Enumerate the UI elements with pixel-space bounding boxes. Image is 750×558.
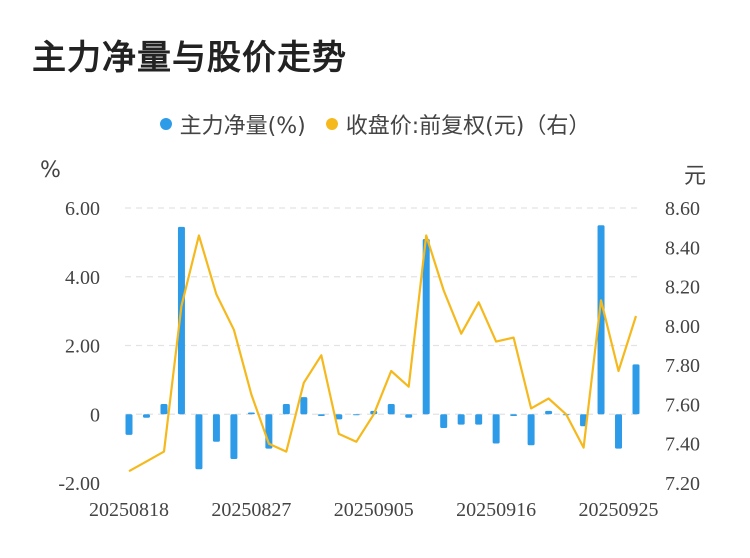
bar (300, 397, 308, 415)
right-tick-label: 7.80 (665, 355, 700, 377)
bar (632, 364, 640, 415)
bar (422, 238, 430, 415)
bar (177, 226, 185, 415)
x-tick-label: 20250925 (579, 499, 659, 521)
legend-dot-price (325, 118, 338, 130)
bar (230, 414, 238, 459)
bar (125, 414, 133, 435)
bar (527, 414, 535, 446)
right-tick-label: 8.00 (665, 316, 700, 338)
bar (492, 414, 500, 444)
grid-lines (125, 207, 640, 415)
legend-label-net-flow: 主力净量(%) (179, 114, 306, 139)
legend-dot-net-flow (159, 118, 172, 130)
bar (457, 414, 465, 425)
bar (282, 403, 290, 415)
bar (352, 414, 360, 416)
bar (545, 410, 553, 415)
bar (212, 414, 220, 442)
x-tick-label: 20250818 (89, 499, 169, 521)
x-tick-label: 20250916 (456, 499, 536, 521)
legend-item-net-flow[interactable]: 主力净量(%) (159, 108, 306, 140)
bar (317, 414, 325, 416)
right-tick-label: 7.40 (665, 434, 700, 456)
right-tick-label: 7.60 (665, 394, 700, 416)
left-axis-unit: % (40, 158, 61, 183)
right-tick-label: 8.60 (665, 198, 700, 220)
bar (387, 403, 395, 415)
bar (405, 414, 413, 418)
left-tick-label: -2.00 (58, 473, 100, 495)
bar (597, 225, 605, 415)
bar-series (125, 225, 640, 470)
bar (195, 414, 203, 470)
bar (160, 403, 168, 415)
right-tick-label: 8.20 (665, 277, 700, 299)
bar (335, 414, 343, 420)
right-tick-label: 7.20 (665, 473, 700, 495)
bar (440, 414, 448, 428)
x-tick-label: 20250905 (334, 499, 414, 521)
line-series (128, 234, 638, 473)
left-tick-label: 4.00 (65, 267, 100, 289)
bar (510, 414, 518, 416)
bar (580, 414, 588, 427)
right-axis-ticks: 7.20 7.40 7.60 7.80 8.00 8.20 8.40 8.60 (665, 198, 700, 495)
left-axis-ticks: -2.00 0 2.00 4.00 6.00 (58, 198, 100, 495)
x-axis-ticks: 20250818 20250827 20250905 20250916 20250925 (89, 499, 659, 521)
bar (475, 414, 483, 425)
bar (247, 412, 255, 415)
left-tick-label: 6.00 (65, 198, 100, 220)
right-tick-label: 8.40 (665, 237, 700, 259)
left-tick-label: 2.00 (65, 336, 100, 358)
bar (615, 414, 623, 449)
price-line (128, 234, 638, 473)
x-tick-label: 20250827 (211, 499, 291, 521)
legend: 主力净量(%) 收盘价:前复权(元)（右） (0, 108, 750, 140)
legend-label-price: 收盘价:前复权(元)（右） (345, 114, 591, 139)
bar (142, 414, 150, 418)
chart-title: 主力净量与股价走势 (32, 38, 347, 78)
left-tick-label: 0 (90, 404, 100, 426)
right-axis-unit: 元 (684, 164, 707, 189)
legend-item-price[interactable]: 收盘价:前复权(元)（右） (325, 108, 591, 140)
